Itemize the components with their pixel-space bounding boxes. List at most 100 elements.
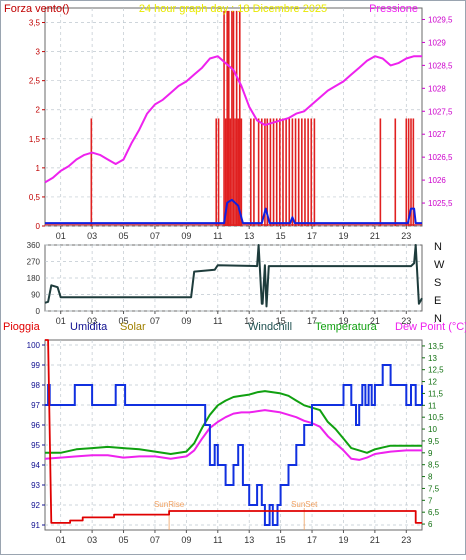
y-tick-label: 9 [428, 449, 433, 458]
y-tick-label: 1028 [428, 84, 446, 93]
y-tick-label: 91 [31, 521, 40, 530]
y-tick-label: 1025,5 [428, 199, 453, 208]
x-tick-label: 01 [56, 535, 66, 545]
x-tick-label: 21 [370, 231, 380, 241]
x-tick-label: 13 [244, 316, 254, 326]
chart-title: 24 hour graph day : 18 Dicembre 2025 [139, 3, 327, 15]
right-axis-label: Pressione [369, 3, 418, 15]
x-tick-label: 07 [150, 231, 160, 241]
x-tick-label: 03 [87, 231, 97, 241]
x-tick-label: 07 [150, 535, 160, 545]
y-tick-label: 10,5 [428, 413, 444, 422]
legend-entry: Windchill [248, 321, 292, 333]
x-tick-label: 23 [401, 535, 411, 545]
sun-marker-label: SunRise [154, 500, 185, 509]
x-tick-label: 15 [276, 316, 286, 326]
compass-label: N [434, 313, 442, 325]
y-tick-label: 2,5 [29, 77, 41, 86]
x-tick-label: 23 [401, 231, 411, 241]
dew-point-line [44, 409, 422, 461]
x-tick-label: 01 [56, 316, 66, 326]
y-tick-label: 1026 [428, 176, 446, 185]
compass-label: N [434, 241, 442, 253]
y-tick-label: 3 [36, 48, 41, 57]
x-tick-label: 19 [338, 231, 348, 241]
y-tick-label: 10 [428, 425, 437, 434]
x-tick-label: 11 [213, 535, 222, 545]
wind-direction-series [44, 244, 423, 308]
legend-entry: Solar [120, 321, 146, 333]
legend-entry: Pioggia [3, 321, 41, 333]
y-tick-label: 97 [31, 401, 40, 410]
x-tick-label: 17 [307, 535, 317, 545]
y-tick-label: 6,5 [428, 508, 440, 517]
x-tick-label: 21 [370, 535, 380, 545]
wind-direction-grid [45, 244, 422, 312]
sun-marker-label: SunSet [291, 500, 318, 509]
x-tick-label: 05 [119, 535, 129, 545]
compass-label: W [434, 259, 445, 271]
y-tick-label: 1029,5 [428, 15, 453, 24]
y-tick-label: 1 [36, 164, 41, 173]
y-tick-label: 1028,5 [428, 61, 453, 70]
x-tick-label: 05 [119, 316, 129, 326]
y-tick-label: 98 [31, 381, 40, 390]
legend-entry: Umidita [70, 321, 108, 333]
x-tick-label: 17 [307, 231, 317, 241]
wind-gust-bars [45, 10, 422, 226]
wind-direction-line [44, 244, 423, 308]
y-tick-label: 7,5 [428, 484, 440, 493]
temperature-plot-frame [44, 339, 423, 531]
y-tick-label: 90 [31, 291, 40, 300]
pressure-line [44, 55, 422, 184]
x-tick-label: 11 [213, 231, 222, 241]
wind-pressure-series [44, 55, 422, 225]
temperature-ticks: 01 03 05 07 09 11 13 15 17 19 21 239192939495969798… [27, 341, 444, 545]
y-tick-label: 8 [428, 473, 433, 482]
x-tick-label: 19 [338, 316, 348, 326]
y-tick-label: 1026,5 [428, 153, 453, 162]
x-tick-label: 19 [338, 535, 348, 545]
x-tick-label: 09 [181, 231, 191, 241]
y-tick-label: 0 [36, 307, 41, 316]
y-tick-label: 9,5 [428, 437, 440, 446]
wind-pressure-ticks: 01 03 05 07 09 11 13 15 17 19 21 23 0 0,5 1 1,5 2 2,5 3 3,5… [29, 15, 453, 241]
x-tick-label: 17 [307, 316, 317, 326]
y-tick-label: 92 [31, 501, 40, 510]
y-tick-label: 6 [428, 520, 433, 529]
x-tick-label: 07 [150, 316, 160, 326]
wind-speed-line [45, 198, 422, 225]
x-tick-label: 01 [56, 231, 66, 241]
y-tick-label: 13,5 [428, 342, 444, 351]
y-tick-label: 8,5 [428, 461, 440, 470]
y-tick-label: 94 [31, 461, 40, 470]
y-tick-label: 360 [27, 241, 41, 250]
y-tick-label: 0,5 [29, 193, 41, 202]
x-tick-label: 13 [244, 231, 254, 241]
x-tick-label: 21 [370, 316, 380, 326]
x-tick-label: 11 [213, 316, 222, 326]
y-tick-label: 270 [27, 258, 41, 267]
y-tick-label: 2 [36, 106, 41, 115]
y-tick-label: 95 [31, 441, 40, 450]
temperature-legend: Pioggia Umidita Solar Windchill Temperatura D… [3, 321, 466, 333]
y-tick-label: 96 [31, 421, 40, 430]
temperature-series [44, 339, 423, 526]
y-tick-label: 93 [31, 481, 40, 490]
y-tick-label: 0 [36, 222, 41, 231]
y-tick-label: 3,5 [29, 19, 41, 28]
y-tick-label: 11 [428, 401, 437, 410]
x-tick-label: 23 [401, 316, 411, 326]
legend-entry: Temperatura [315, 321, 378, 333]
compass-label: E [434, 295, 441, 307]
y-tick-label: 12 [428, 378, 437, 387]
y-tick-label: 1027,5 [428, 107, 453, 116]
y-tick-label: 180 [27, 274, 41, 283]
x-tick-label: 05 [119, 231, 129, 241]
temperature-line [45, 390, 422, 455]
y-tick-label: 11,5 [428, 389, 444, 398]
x-tick-label: 13 [244, 535, 254, 545]
